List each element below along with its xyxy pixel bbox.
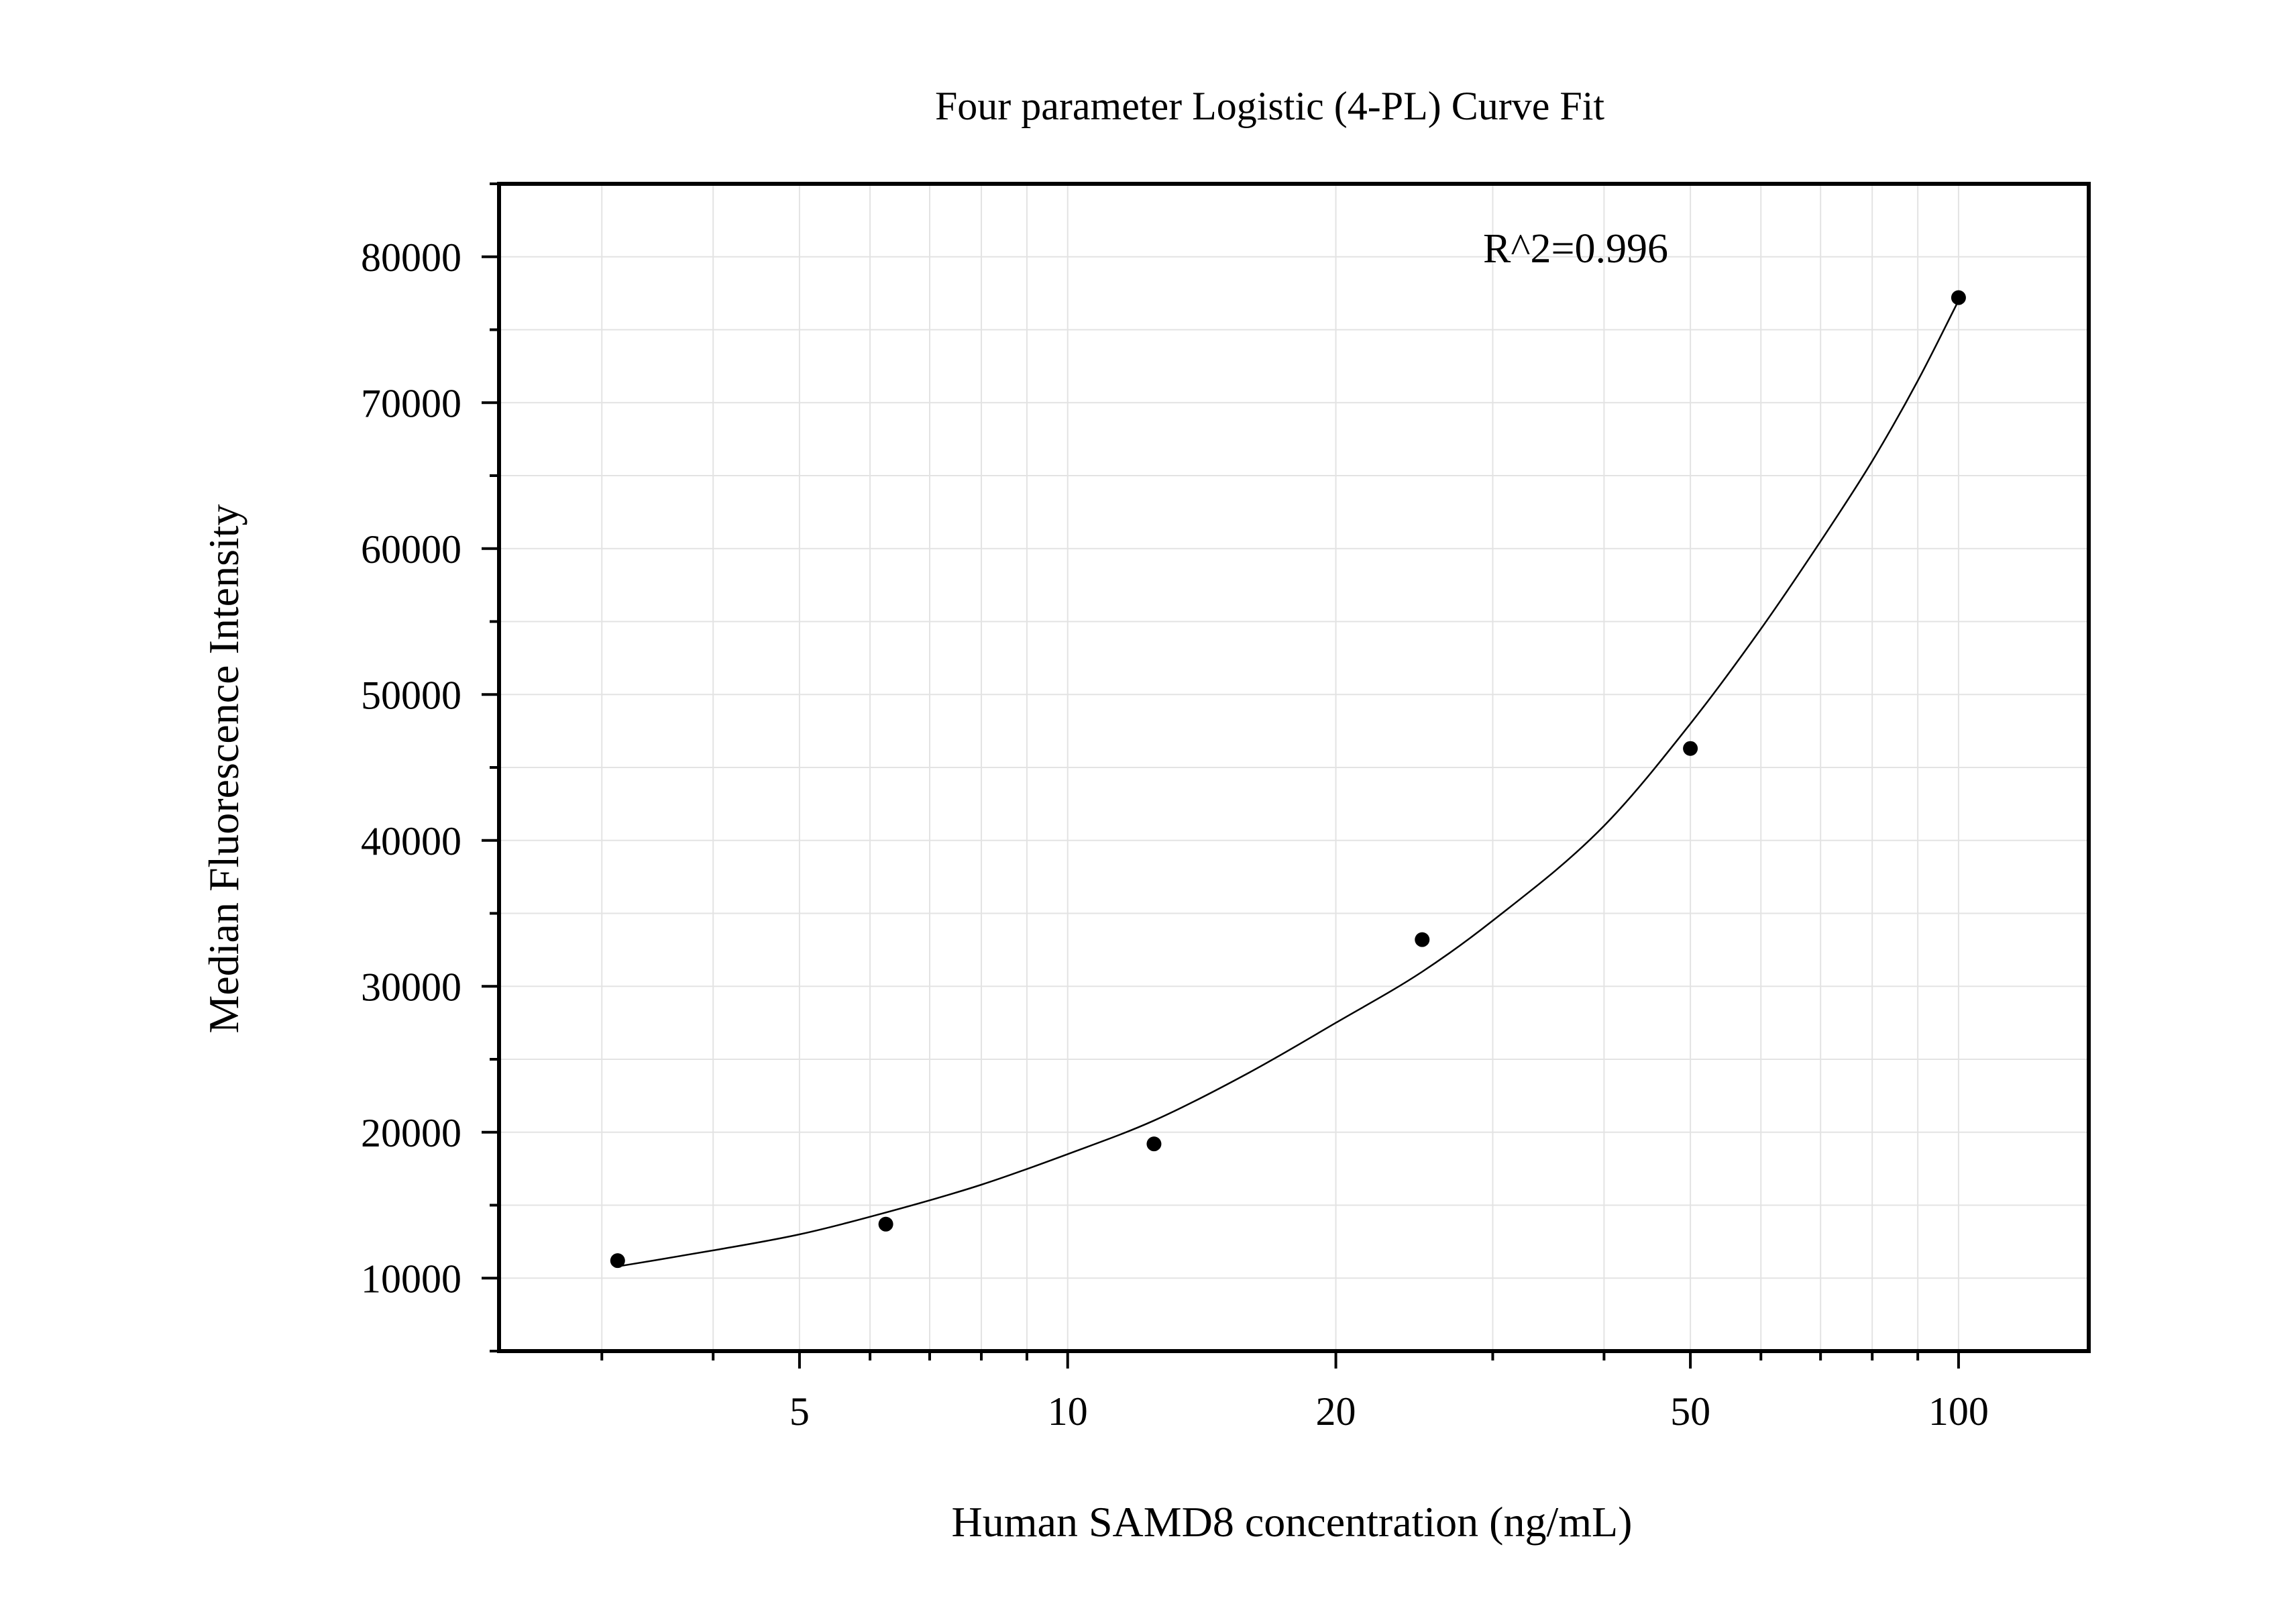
data-point [1415, 932, 1430, 947]
fit-curve [617, 300, 1960, 1268]
x-tick-label: 10 [1048, 1389, 1088, 1434]
y-tick-label: 40000 [361, 819, 461, 863]
axis-ticks [482, 182, 1960, 1369]
x-tick-label: 5 [789, 1389, 810, 1434]
y-axis-label: Median Fluorescence Intensity [200, 504, 248, 1033]
x-tick-label: 100 [1928, 1389, 1989, 1434]
data-point [1683, 741, 1698, 756]
chart-title: Four parameter Logistic (4-PL) Curve Fit [935, 84, 1604, 128]
data-point [1951, 290, 1966, 305]
data-points [610, 290, 1966, 1269]
y-tick-labels: 10000 20000 30000 40000 50000 60000 70000 80000 [361, 235, 461, 1301]
x-axis-label: Human SAMD8 concentration (ng/mL) [952, 1498, 1633, 1546]
y-tick-label: 30000 [361, 965, 461, 1009]
y-tick-label: 50000 [361, 673, 461, 717]
y-tick-label: 70000 [361, 381, 461, 425]
y-tick-label: 10000 [361, 1257, 461, 1301]
y-tick-label: 60000 [361, 527, 461, 572]
x-tick-label: 20 [1316, 1389, 1356, 1434]
data-point [878, 1216, 893, 1232]
y-tick-label: 20000 [361, 1111, 461, 1155]
data-point [610, 1253, 625, 1269]
x-tick-label: 50 [1670, 1389, 1710, 1434]
data-point [1146, 1136, 1162, 1152]
gridlines [499, 183, 2089, 1352]
x-tick-labels: 5 10 20 50 100 [789, 1389, 1989, 1434]
y-tick-label: 80000 [361, 235, 461, 280]
r-squared-annotation: R^2=0.996 [1483, 226, 1668, 272]
